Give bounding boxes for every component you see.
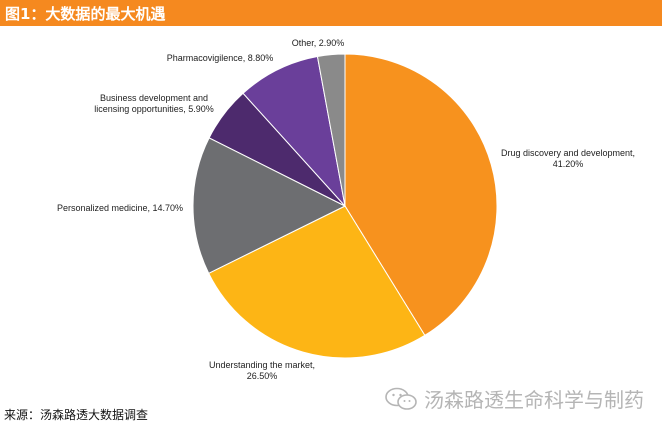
slice-label: Business development and licensing opport… [94,93,214,114]
slice-label: Pharmacovigilence, 8.80% [167,53,274,63]
slice-label: Personalized medicine, 14.70% [57,203,183,213]
pie-slice [192,137,347,274]
slice-label: Other, 2.90% [292,38,345,48]
watermark: 汤森路透生命科学与制药 [384,384,644,413]
pie-slice [208,205,426,359]
source-note: 来源：汤森路透大数据调查 [4,408,149,422]
slice-label: Drug discovery and development, 41.20% [501,148,635,169]
slice-label: Understanding the market, 26.50% [209,360,315,381]
figure-header: 图1：大数据的最大机遇 [0,0,662,26]
figure-title: 图1：大数据的最大机遇 [5,5,166,23]
wechat-icon [385,387,417,410]
pie-slice [316,53,346,207]
pie-chart: Drug discovery and development, 41.20% Und… [57,38,635,381]
watermark-text: 汤森路透生命科学与制药 [424,388,644,412]
pie-slice [344,53,498,337]
pie-slice [242,55,346,208]
